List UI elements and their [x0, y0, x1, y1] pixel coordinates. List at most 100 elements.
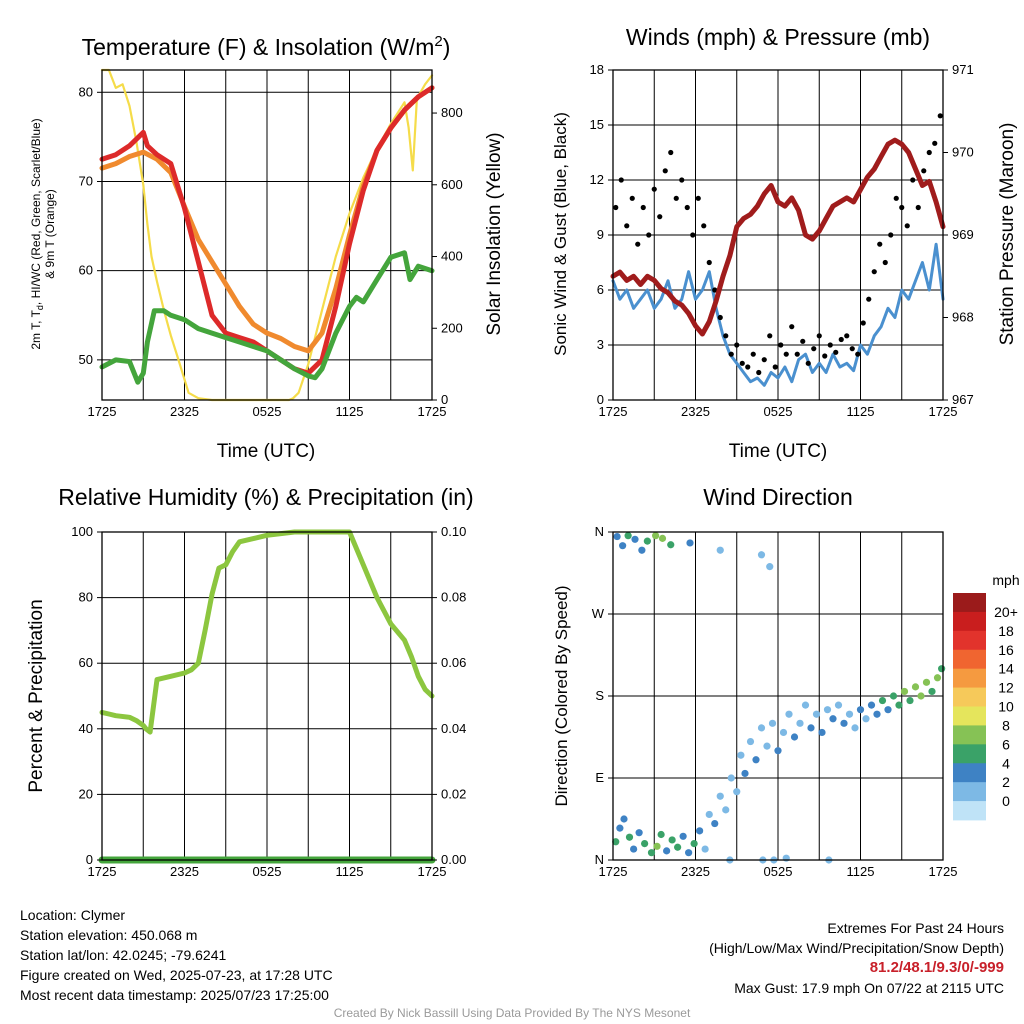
right-tick-label: 971	[952, 62, 974, 77]
left-tick-label: 70	[79, 173, 93, 188]
temperature-ylabel-right: Solar Insolation (Yellow)	[484, 132, 505, 335]
gust-point	[794, 351, 800, 357]
direction-point	[906, 696, 914, 705]
direction-point	[613, 532, 621, 541]
direction-point	[889, 692, 898, 700]
direction-point	[635, 829, 643, 837]
left-tick-label: 60	[79, 655, 93, 670]
gust-point	[734, 342, 740, 348]
direction-point	[620, 815, 628, 823]
direction-point	[716, 546, 724, 554]
right-tick-label: 967	[952, 392, 974, 407]
direction-point	[796, 719, 804, 727]
direction-point	[938, 665, 946, 673]
gust-point	[657, 214, 663, 220]
gust-point	[833, 349, 839, 355]
left-tick-label: S	[595, 688, 604, 703]
colorbar-swatch	[953, 725, 986, 745]
gust-point	[739, 360, 745, 366]
x-tick-label: 2325	[170, 864, 199, 879]
colorbar-swatch	[953, 687, 986, 707]
direction-point	[873, 710, 881, 718]
x-tick-label: 1725	[418, 864, 447, 879]
gust-point	[646, 232, 652, 238]
direction-point	[807, 724, 815, 732]
direction-point	[790, 733, 799, 741]
left-tick-label: 100	[71, 524, 93, 539]
gust-point	[723, 333, 729, 339]
x-tick-label: 1725	[599, 864, 628, 879]
extremes-info: Extremes For Past 24 Hours (High/Low/Max…	[709, 918, 1004, 998]
direction-point	[685, 849, 693, 857]
colorbar-swatch	[953, 801, 986, 821]
plot-border	[101, 531, 433, 861]
right-tick-label: 0.08	[441, 590, 466, 605]
gust-point	[866, 296, 872, 302]
gust-point	[805, 360, 811, 366]
direction-point	[667, 541, 675, 549]
colorbar-swatch	[953, 593, 986, 613]
direction-point	[652, 532, 660, 540]
direction-panel: Wind Direction Direction (Colored By Spe…	[552, 484, 1020, 879]
gust-point	[860, 320, 866, 326]
x-tick-label: 2325	[681, 864, 710, 879]
direction-point	[911, 683, 920, 691]
x-tick-label: 1125	[847, 404, 875, 419]
direction-point	[746, 737, 755, 746]
left-tick-label: 9	[597, 227, 604, 242]
gust-point	[849, 346, 855, 352]
direction-point	[679, 832, 687, 840]
wind-speed-line	[611, 242, 945, 387]
colorbar-label: 2	[1002, 774, 1010, 790]
gust-point	[921, 168, 927, 174]
left-tick-label: 40	[79, 721, 93, 736]
temperature-ylabel-left: 2m T, Td, HI/WC (Red, Green, Scarlet/Blu…	[29, 118, 45, 349]
direction-point	[845, 710, 854, 718]
location-text: Location: Clymer	[20, 907, 126, 923]
winds-panel: Winds (mph) & Pressure (mb) Sonic Wind &…	[551, 24, 1018, 462]
direction-point	[862, 715, 870, 723]
gust-point	[662, 168, 668, 174]
gust-point	[640, 204, 646, 211]
left-tick-label: N	[595, 852, 604, 867]
plot-border	[612, 69, 944, 401]
direction-point	[663, 847, 671, 855]
left-tick-label: 60	[79, 263, 93, 278]
gust-point	[893, 195, 899, 201]
x-tick-label: 0525	[764, 404, 793, 419]
left-tick-label: 12	[590, 172, 604, 187]
gust-point	[783, 351, 789, 357]
direction-point	[812, 710, 821, 718]
direction-title: Wind Direction	[703, 484, 853, 510]
right-tick-label: 200	[441, 320, 463, 335]
pressure-line	[610, 137, 946, 337]
left-tick-label: 0	[86, 852, 93, 867]
direction-point	[884, 706, 892, 714]
direction-point	[630, 845, 638, 853]
gust-point	[937, 113, 943, 119]
x-tick-label: 0525	[764, 864, 793, 879]
direction-point	[624, 532, 632, 540]
gust-point	[613, 204, 619, 211]
timestamp-text: Most recent data timestamp: 2025/07/23 1…	[20, 987, 329, 1003]
left-tick-label: N	[595, 524, 604, 539]
gust-point	[789, 324, 795, 330]
colorbar-swatch	[953, 706, 986, 726]
gust-point	[745, 364, 751, 370]
series-line	[99, 85, 435, 376]
direction-point	[917, 692, 925, 700]
x-tick-label: 1725	[88, 404, 117, 419]
direction-point	[722, 806, 730, 814]
direction-point	[757, 724, 766, 732]
direction-point	[785, 710, 793, 718]
colorbar-swatch	[953, 649, 986, 670]
temperature-plot: 1725 2325 0525 1125 172550607080020040060080…	[79, 68, 463, 419]
extremes-legend: (High/Low/Max Wind/Precipitation/Snow De…	[709, 940, 1004, 956]
extremes-heading: Extremes For Past 24 Hours	[827, 920, 1004, 936]
direction-point	[647, 849, 656, 857]
direction-point	[801, 701, 810, 709]
direction-point	[823, 706, 832, 714]
gust-point	[910, 177, 916, 183]
left-tick-label: 20	[79, 786, 93, 801]
temperature-xlabel: Time (UTC)	[217, 441, 316, 462]
